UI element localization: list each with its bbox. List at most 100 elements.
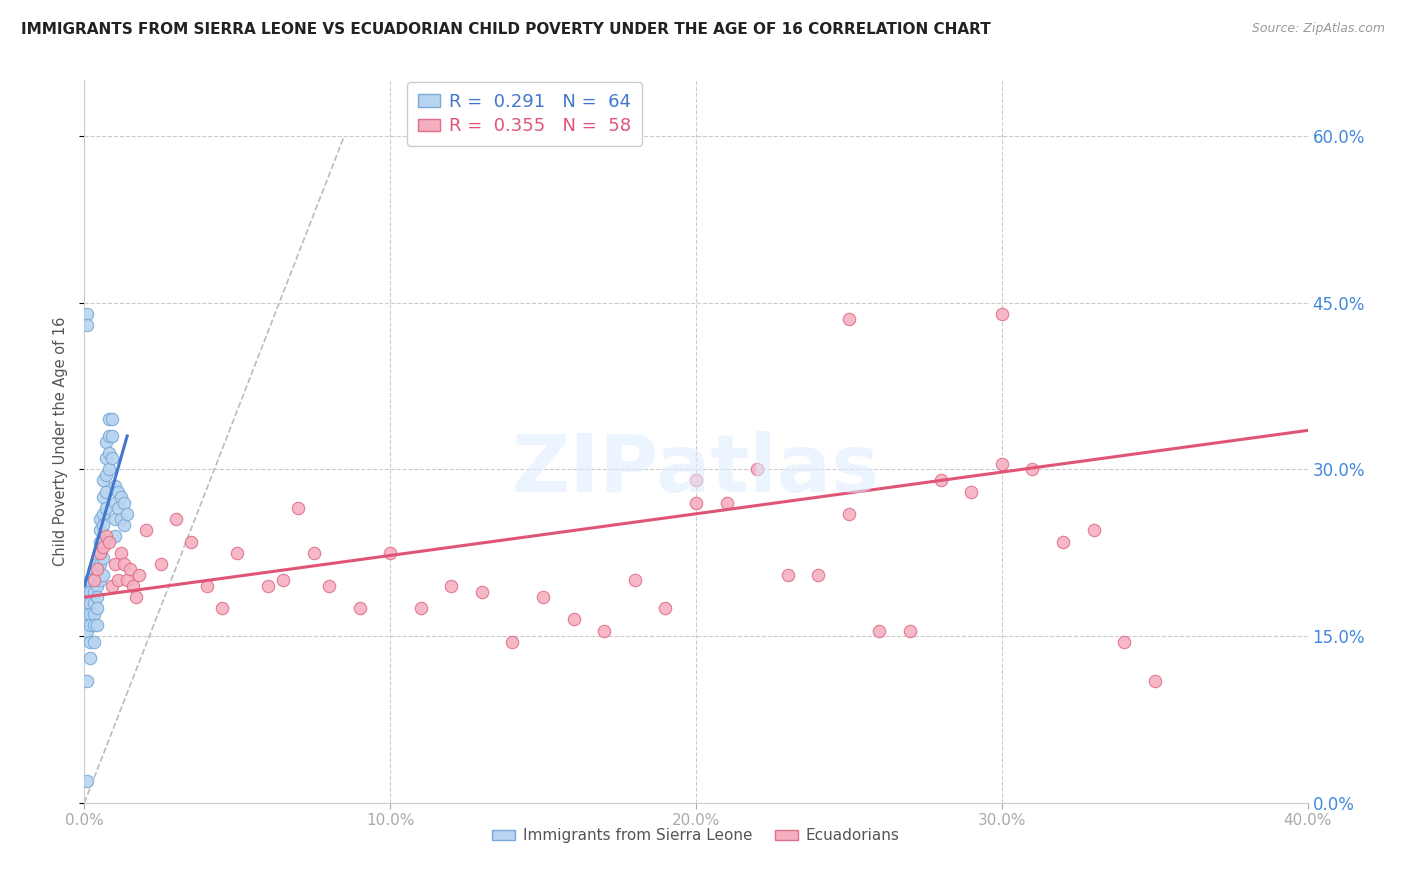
Point bbox=[94, 529, 117, 543]
Point bbox=[776, 568, 799, 582]
Point bbox=[747, 462, 769, 476]
Point bbox=[76, 590, 98, 604]
Point bbox=[91, 490, 114, 504]
Point bbox=[271, 574, 294, 588]
Text: ZIPatlas: ZIPatlas bbox=[512, 432, 880, 509]
Point bbox=[302, 546, 325, 560]
Point bbox=[125, 590, 148, 604]
Point bbox=[929, 474, 952, 488]
Point bbox=[120, 562, 142, 576]
Point bbox=[86, 590, 108, 604]
Point bbox=[89, 524, 111, 538]
Point bbox=[97, 462, 120, 476]
Point bbox=[104, 512, 127, 526]
Point bbox=[898, 624, 921, 638]
Point bbox=[94, 501, 117, 516]
Point bbox=[79, 618, 101, 632]
Point bbox=[135, 524, 157, 538]
Point bbox=[110, 512, 132, 526]
Point bbox=[89, 512, 111, 526]
Point bbox=[86, 618, 108, 632]
Point bbox=[593, 624, 616, 638]
Point bbox=[226, 546, 249, 560]
Point bbox=[91, 534, 114, 549]
Point bbox=[83, 607, 105, 621]
Point bbox=[89, 534, 111, 549]
Point bbox=[115, 507, 138, 521]
Point bbox=[112, 517, 135, 532]
Point bbox=[869, 624, 891, 638]
Point bbox=[86, 601, 108, 615]
Point bbox=[107, 484, 129, 499]
Point bbox=[97, 412, 120, 426]
Point bbox=[838, 312, 860, 326]
Point bbox=[83, 562, 105, 576]
Point bbox=[104, 529, 127, 543]
Point bbox=[89, 546, 111, 560]
Point bbox=[104, 557, 127, 571]
Point bbox=[685, 474, 707, 488]
Point bbox=[1083, 524, 1105, 538]
Point bbox=[471, 584, 494, 599]
Point bbox=[165, 512, 187, 526]
Point bbox=[654, 601, 676, 615]
Point bbox=[104, 496, 127, 510]
Point bbox=[624, 574, 647, 588]
Point bbox=[1143, 673, 1166, 688]
Point bbox=[79, 607, 101, 621]
Point bbox=[531, 590, 554, 604]
Point bbox=[1021, 462, 1043, 476]
Point bbox=[76, 318, 98, 332]
Point bbox=[91, 551, 114, 566]
Point bbox=[91, 540, 114, 554]
Point bbox=[83, 574, 105, 588]
Point bbox=[101, 412, 124, 426]
Point bbox=[76, 673, 98, 688]
Point bbox=[79, 574, 101, 588]
Point bbox=[104, 479, 127, 493]
Point bbox=[89, 546, 111, 560]
Point bbox=[83, 634, 105, 648]
Point bbox=[1114, 634, 1136, 648]
Point bbox=[211, 601, 233, 615]
Point bbox=[101, 451, 124, 466]
Point bbox=[83, 596, 105, 610]
Point bbox=[94, 434, 117, 449]
Point bbox=[960, 484, 983, 499]
Point bbox=[685, 496, 707, 510]
Point bbox=[83, 618, 105, 632]
Point bbox=[112, 496, 135, 510]
Point bbox=[86, 579, 108, 593]
Point bbox=[83, 584, 105, 599]
Point bbox=[91, 568, 114, 582]
Point bbox=[101, 579, 124, 593]
Point bbox=[562, 612, 585, 626]
Point bbox=[76, 579, 98, 593]
Text: IMMIGRANTS FROM SIERRA LEONE VS ECUADORIAN CHILD POVERTY UNDER THE AGE OF 16 COR: IMMIGRANTS FROM SIERRA LEONE VS ECUADORI… bbox=[21, 22, 991, 37]
Y-axis label: Child Poverty Under the Age of 16: Child Poverty Under the Age of 16 bbox=[53, 317, 69, 566]
Point bbox=[991, 307, 1014, 321]
Point bbox=[94, 451, 117, 466]
Point bbox=[1052, 534, 1074, 549]
Point bbox=[79, 634, 101, 648]
Point bbox=[991, 457, 1014, 471]
Point bbox=[838, 507, 860, 521]
Point bbox=[89, 557, 111, 571]
Point bbox=[79, 596, 101, 610]
Point bbox=[195, 579, 218, 593]
Point bbox=[807, 568, 830, 582]
Point bbox=[287, 501, 309, 516]
Text: Source: ZipAtlas.com: Source: ZipAtlas.com bbox=[1251, 22, 1385, 36]
Point bbox=[110, 490, 132, 504]
Point bbox=[89, 574, 111, 588]
Point bbox=[149, 557, 172, 571]
Point bbox=[440, 579, 463, 593]
Point bbox=[107, 501, 129, 516]
Point bbox=[502, 634, 524, 648]
Point bbox=[94, 484, 117, 499]
Point bbox=[349, 601, 371, 615]
Point bbox=[79, 651, 101, 665]
Point bbox=[86, 568, 108, 582]
Point bbox=[122, 579, 145, 593]
Point bbox=[86, 557, 108, 571]
